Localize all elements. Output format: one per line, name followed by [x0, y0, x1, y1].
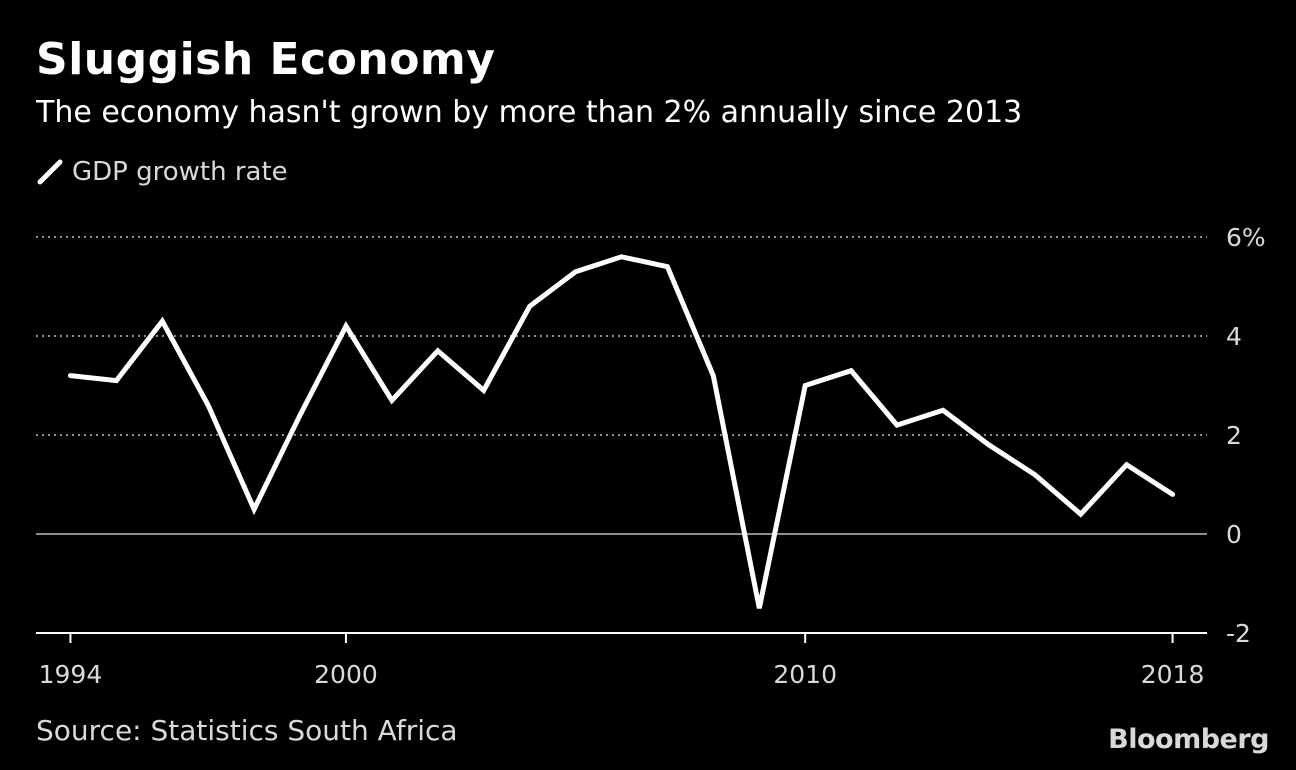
- data-point-2000: [343, 324, 348, 329]
- data-point-2016: [1078, 512, 1083, 517]
- data-point-2003: [481, 388, 486, 393]
- data-point-2010: [803, 383, 808, 388]
- data-point-1999: [298, 413, 303, 418]
- data-point-2012: [895, 423, 900, 428]
- data-point-2018: [1170, 492, 1175, 497]
- data-point-2008: [711, 373, 716, 378]
- x-tick-label-1994: 1994: [39, 660, 103, 689]
- data-point-1994: [68, 373, 73, 378]
- data-point-1995: [114, 378, 119, 383]
- data-point-1996: [160, 319, 165, 324]
- legend-line-icon: [37, 159, 63, 185]
- y-tick-label-4: 4: [1226, 322, 1242, 351]
- data-point-1998: [252, 507, 257, 512]
- data-point-2017: [1124, 462, 1129, 467]
- legend: GDP growth rate: [36, 157, 288, 187]
- x-tick-label-2010: 2010: [773, 660, 837, 689]
- chart-title: Sluggish Economy: [36, 34, 496, 85]
- legend-label: GDP growth rate: [72, 157, 288, 187]
- source-note: Source: Statistics South Africa: [36, 714, 458, 747]
- data-point-2004: [527, 304, 532, 309]
- series-line-gdp-growth-rate: [67, 254, 1176, 609]
- chart-subtitle: The economy hasn't grown by more than 2%…: [36, 95, 1023, 130]
- y-tick-label-6: 6%: [1226, 223, 1266, 252]
- data-point-2006: [619, 254, 624, 259]
- data-point-2005: [573, 269, 578, 274]
- x-tick-label-2000: 2000: [314, 660, 378, 689]
- x-tick-label-2018: 2018: [1141, 660, 1205, 689]
- data-point-2013: [940, 408, 945, 413]
- data-point-2009: [757, 606, 762, 611]
- data-point-2011: [849, 368, 854, 373]
- data-point-2015: [1032, 472, 1037, 477]
- data-point-2007: [665, 264, 670, 269]
- y-tick-label-2: 2: [1226, 421, 1242, 450]
- y-tick-label--2: -2: [1226, 619, 1251, 648]
- data-point-2001: [389, 398, 394, 403]
- y-tick-label-0: 0: [1226, 520, 1242, 549]
- data-point-2002: [435, 348, 440, 353]
- bloomberg-logo: Bloomberg: [1108, 724, 1269, 755]
- data-point-1997: [206, 403, 211, 408]
- data-point-2014: [986, 442, 991, 447]
